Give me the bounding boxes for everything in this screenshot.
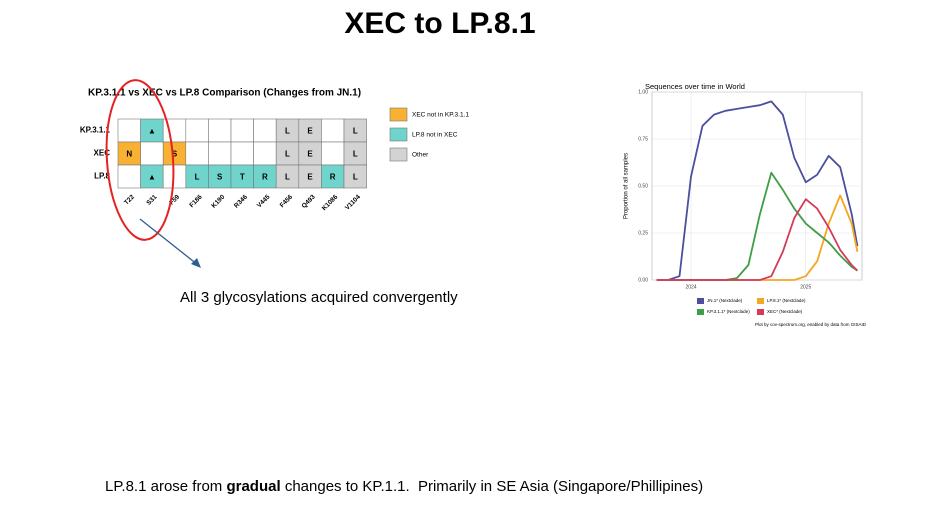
cell-text: N bbox=[126, 150, 132, 159]
legend-label: XEC not in KP.3.1.1 bbox=[412, 112, 469, 119]
column-label: S31 bbox=[145, 193, 158, 206]
legend-label: Other bbox=[412, 152, 429, 159]
legend-swatch bbox=[389, 127, 408, 142]
grid-cell bbox=[343, 164, 367, 189]
legend-label: LP.8.1* (Nextclade) bbox=[767, 298, 806, 303]
grid-cell bbox=[208, 118, 232, 143]
grid-cell bbox=[185, 118, 209, 143]
x-tick-label: 2025 bbox=[800, 284, 811, 290]
grid-title: KP.3.1.1 vs XEC vs LP.8 Comparison (Chan… bbox=[88, 88, 361, 99]
y-tick-label: 0.25 bbox=[638, 230, 648, 236]
y-axis-label: Proportion of all samples bbox=[624, 153, 630, 219]
grid-cell bbox=[185, 141, 209, 166]
arrow-head bbox=[191, 258, 201, 268]
legend-swatch bbox=[697, 298, 704, 304]
cell-text: L bbox=[285, 127, 290, 136]
column-label: F186 bbox=[188, 193, 204, 209]
legend-label: KP.3.1.1* (Nextclade) bbox=[707, 309, 750, 314]
cell-text: L bbox=[353, 173, 358, 182]
cell-text: ▲ bbox=[148, 173, 156, 182]
cell-text: L bbox=[353, 127, 358, 136]
cell-text: T bbox=[240, 173, 245, 182]
row-label: XEC bbox=[94, 149, 111, 158]
cell-text: R bbox=[330, 173, 336, 182]
series-line bbox=[656, 198, 859, 281]
grid-cell bbox=[162, 164, 187, 189]
grid-cell bbox=[117, 118, 141, 143]
mutation-grid: KP.3.1.1 ▲ L E L XEC N S L E L LP.8 ▲ L S T R L E R L T22 S31 F… bbox=[80, 107, 469, 212]
grid-cell bbox=[208, 141, 232, 166]
x-tick-label: 2024 bbox=[685, 284, 696, 290]
column-label: K190 bbox=[210, 193, 226, 209]
cell-text: E bbox=[307, 173, 313, 182]
grid-cell bbox=[253, 118, 277, 143]
grid-cell bbox=[230, 118, 254, 143]
grid-cell bbox=[117, 164, 141, 189]
grid-cell bbox=[321, 141, 345, 166]
legend-label: JN.1* (Nextclade) bbox=[707, 298, 743, 303]
column-label: Q493 bbox=[301, 193, 317, 209]
grid-cell bbox=[140, 141, 164, 166]
cell-text: ▲ bbox=[148, 127, 156, 136]
grid-cell bbox=[321, 118, 345, 143]
series-line bbox=[656, 100, 859, 281]
footer-bold: gradual bbox=[226, 478, 280, 495]
legend-swatch bbox=[697, 309, 704, 315]
legend-swatch bbox=[389, 107, 408, 122]
grid-cell bbox=[253, 141, 277, 166]
column-label: T22 bbox=[123, 193, 136, 206]
footer-text: changes to KP.1.1. Primarily in SE Asia … bbox=[281, 478, 703, 495]
y-tick-label: 0.00 bbox=[638, 277, 648, 283]
cell-text: S bbox=[217, 173, 223, 182]
column-label: R346 bbox=[233, 193, 249, 209]
highlight-ellipse bbox=[105, 79, 175, 241]
column-label: F456 bbox=[279, 193, 295, 209]
row-label: LP.8 bbox=[94, 172, 110, 181]
column-label: V445 bbox=[256, 193, 272, 209]
cell-text: L bbox=[195, 173, 200, 182]
arrow bbox=[139, 218, 199, 266]
note: All 3 glycosylations acquired convergent… bbox=[180, 289, 458, 306]
y-tick-label: 1.00 bbox=[638, 89, 648, 95]
cell-text: S bbox=[172, 150, 178, 159]
cell-text: L bbox=[353, 150, 358, 159]
cell-text: R bbox=[262, 173, 268, 182]
legend-swatch bbox=[757, 298, 764, 304]
legend-swatch bbox=[757, 309, 764, 315]
column-label: K1086 bbox=[321, 193, 340, 212]
cell-text: E bbox=[307, 150, 313, 159]
cell-text: L bbox=[285, 173, 290, 182]
slide-title: XEC to LP.8.1 bbox=[344, 7, 535, 40]
footer: LP.8.1 arose from gradual changes to KP.… bbox=[105, 478, 703, 495]
chart-source: Plot by cov-spectrum.org, enabled by dat… bbox=[755, 322, 867, 327]
y-tick-label: 0.50 bbox=[638, 183, 648, 189]
grid-cell bbox=[230, 141, 254, 166]
cell-text: L bbox=[285, 150, 290, 159]
column-label: V1104 bbox=[344, 193, 362, 211]
legend-label: LP.8 not in XEC bbox=[412, 132, 458, 139]
line-chart: Sequences over time in World 0.00 0.25 0.50… bbox=[624, 82, 867, 327]
legend-label: XEC* (Nextclade) bbox=[767, 309, 803, 314]
row-label: KP.3.1.1 bbox=[80, 126, 111, 135]
chart-title: Sequences over time in World bbox=[645, 82, 745, 91]
cell-text: E bbox=[307, 127, 313, 136]
y-tick-label: 0.75 bbox=[638, 136, 648, 142]
footer-text: LP.8.1 arose from bbox=[105, 478, 226, 495]
legend-swatch bbox=[389, 147, 408, 162]
